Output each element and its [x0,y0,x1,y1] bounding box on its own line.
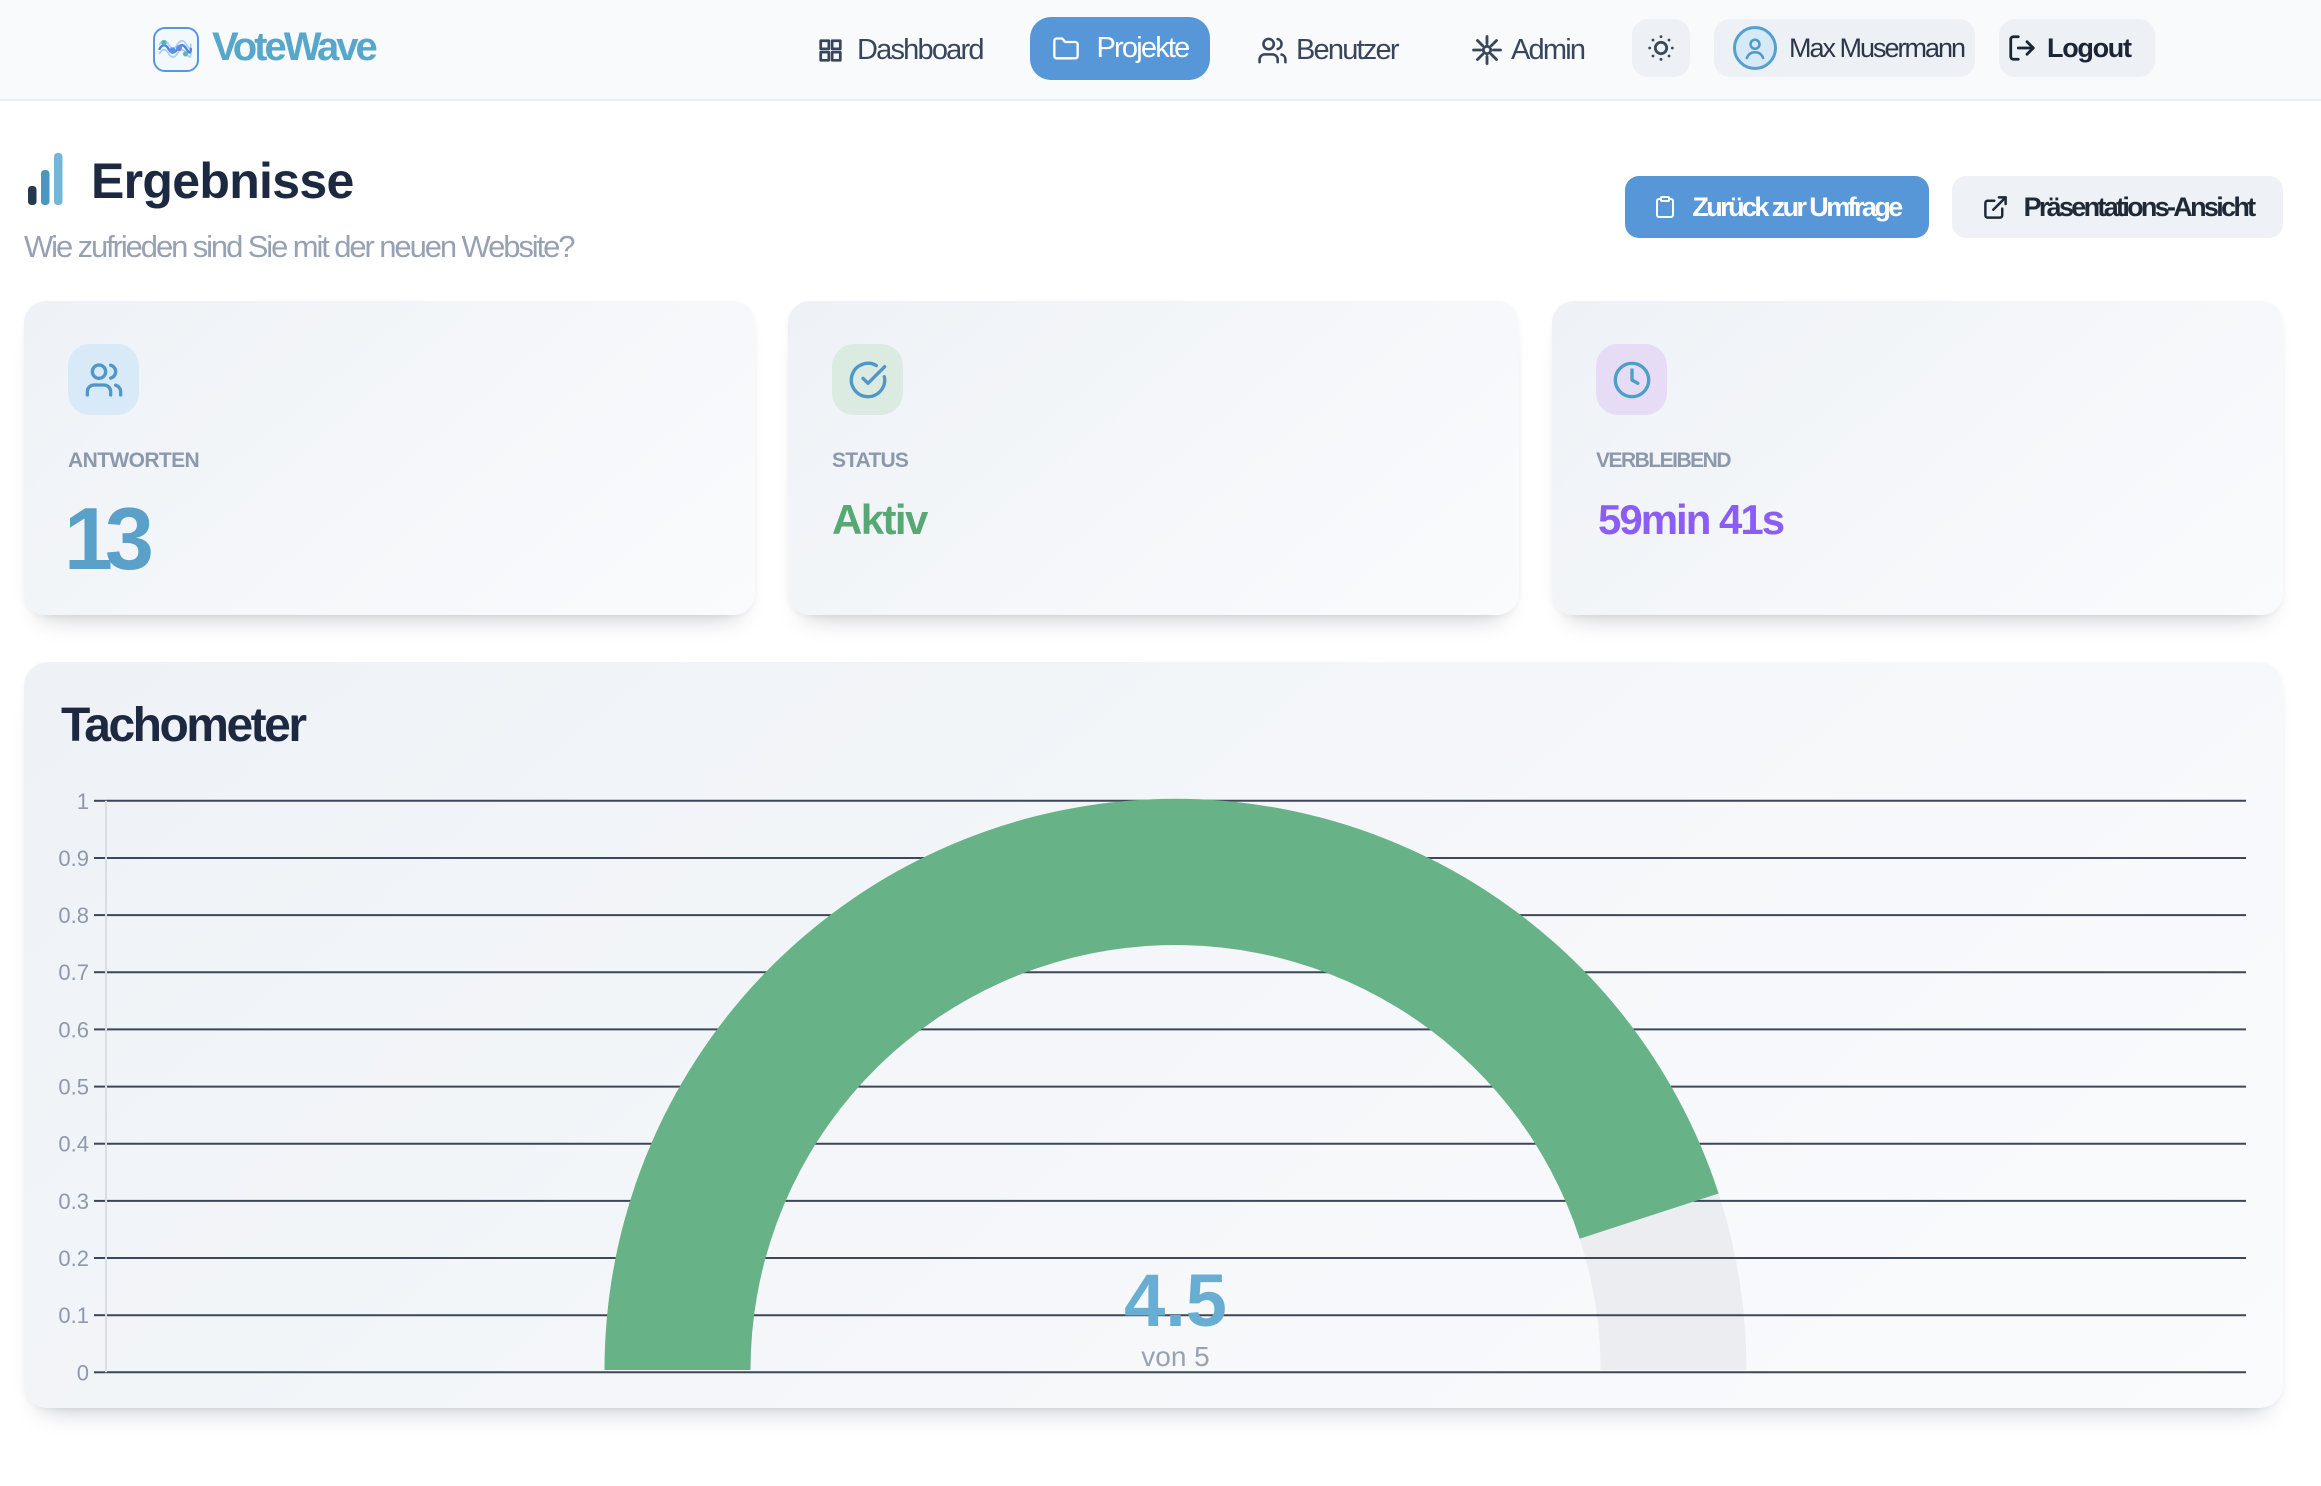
svg-text:0.7: 0.7 [58,960,89,985]
svg-text:1: 1 [77,789,89,814]
svg-text:0.8: 0.8 [58,903,89,928]
svg-text:0.5: 0.5 [58,1075,89,1100]
svg-text:0.1: 0.1 [58,1303,89,1328]
svg-text:von 5: von 5 [1141,1341,1210,1372]
svg-text:0: 0 [77,1360,89,1385]
svg-text:0.6: 0.6 [58,1017,89,1042]
svg-text:0.3: 0.3 [58,1189,89,1214]
svg-text:0.2: 0.2 [58,1246,89,1271]
svg-text:4.5: 4.5 [1124,1259,1227,1342]
svg-text:0.4: 0.4 [58,1132,89,1157]
svg-text:0.9: 0.9 [58,846,89,871]
